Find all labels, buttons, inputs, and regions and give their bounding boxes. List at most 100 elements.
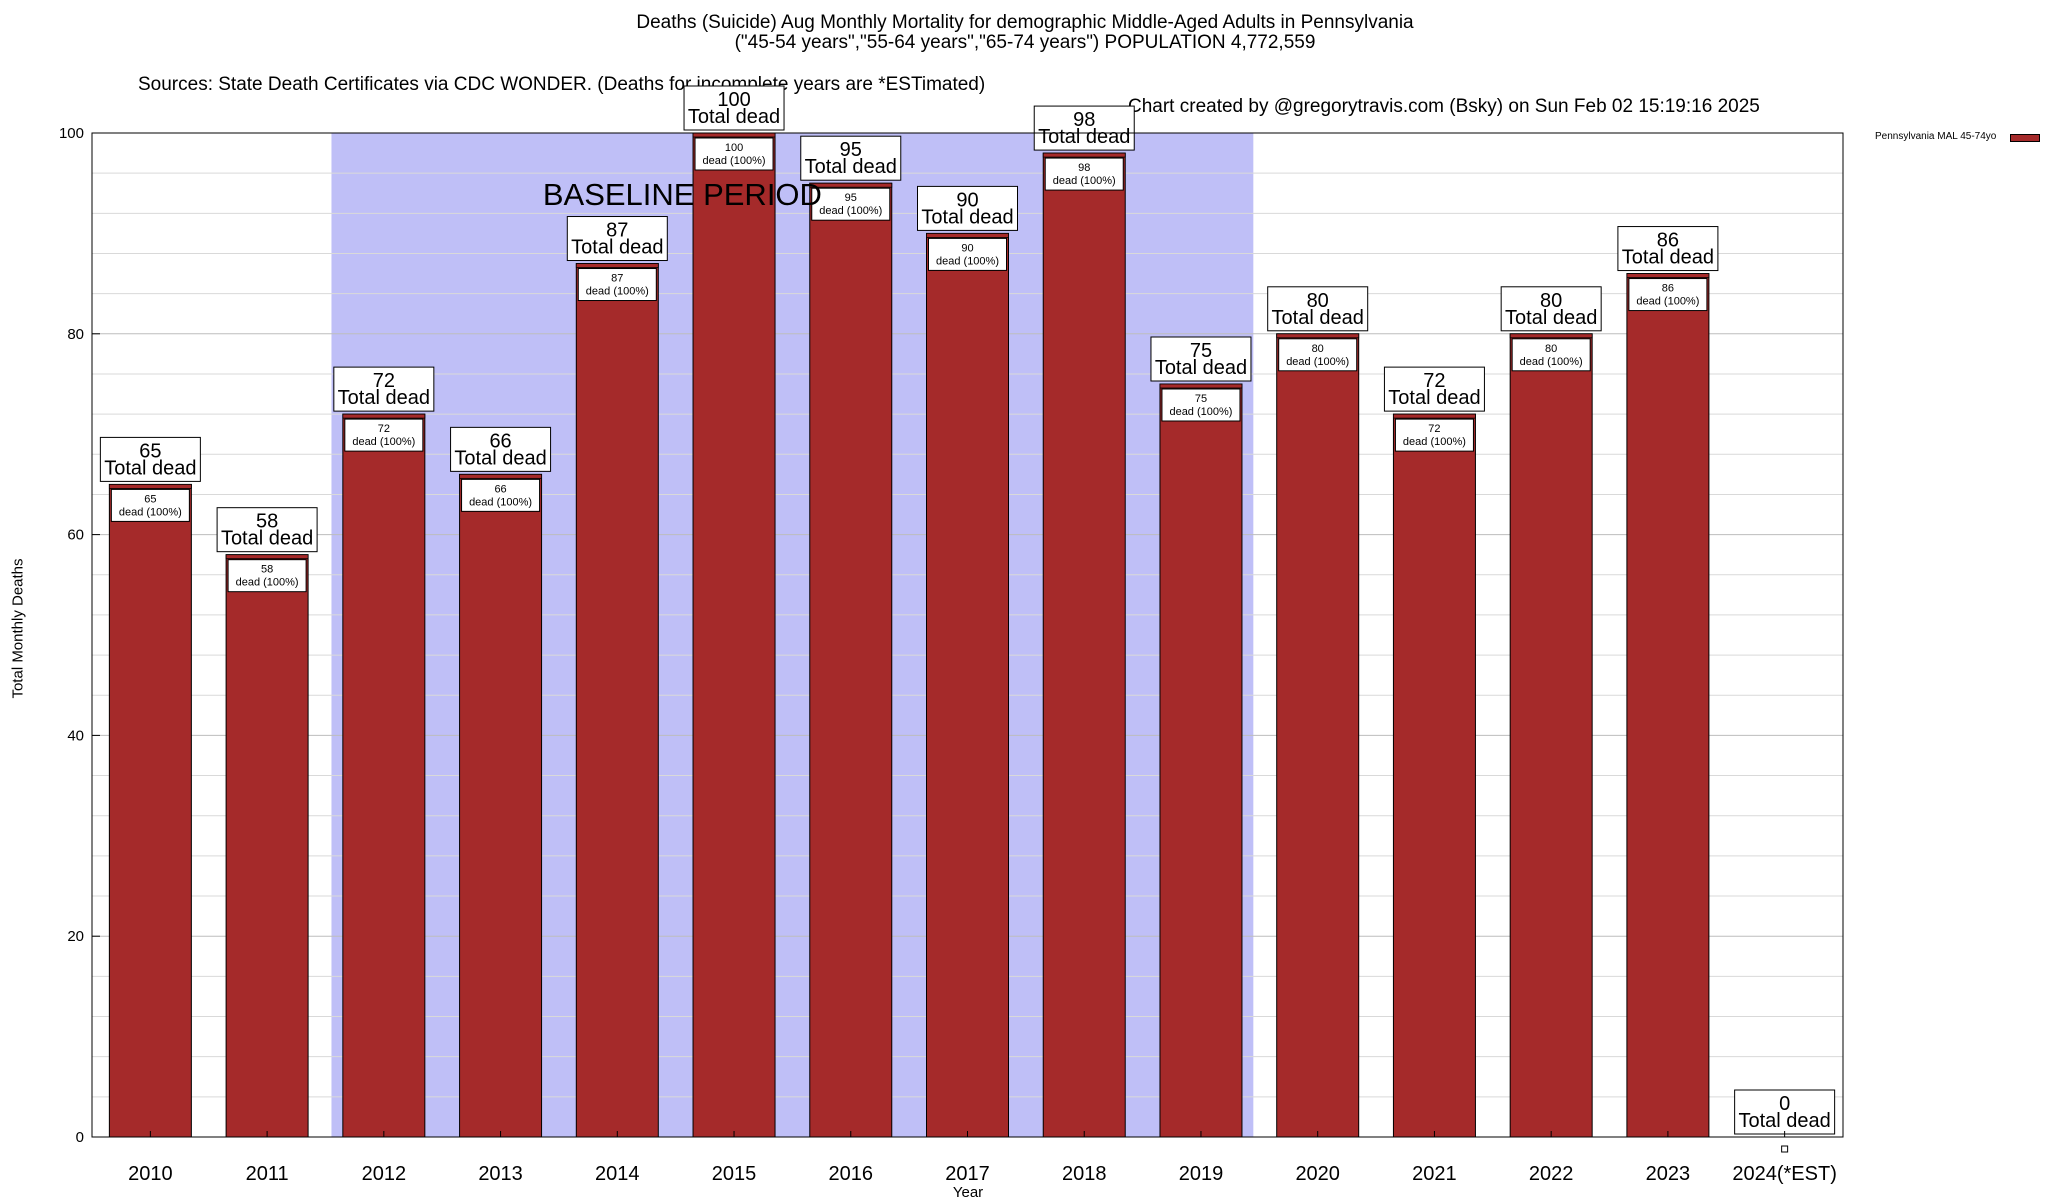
inner-pct-label: dead (100%): [1636, 296, 1699, 308]
x-tick-label: 2019: [1179, 1163, 1224, 1185]
total-dead-label: Total dead: [1038, 126, 1130, 148]
inner-pct-label: dead (100%): [1286, 356, 1349, 368]
total-value-label: 0: [1779, 1093, 1790, 1115]
total-label-box: [333, 366, 435, 412]
bar: [1159, 383, 1243, 1138]
bar-cap: [108, 483, 192, 489]
chart-subtitle: ("45-54 years","55-64 years","65-74 year…: [734, 32, 1316, 53]
inner-label-box: [1278, 338, 1358, 372]
inner-pct-label: dead (100%): [352, 436, 415, 448]
x-tick-label: 2024(*EST): [1732, 1163, 1837, 1185]
bar-cap: [1509, 333, 1593, 339]
inner-pct-label: dead (100%): [119, 506, 182, 518]
zero-marker: [1781, 1145, 1789, 1153]
total-dead-label: Total dead: [1505, 307, 1597, 329]
total-dead-label: Total dead: [104, 457, 196, 479]
total-value-label: 75: [1190, 340, 1212, 362]
total-label-box: [1617, 226, 1719, 272]
inner-value-label: 100: [725, 142, 743, 154]
inner-value-label: 90: [961, 242, 973, 254]
inner-label-box: [577, 268, 657, 302]
y-tick-label: 100: [59, 125, 84, 142]
inner-value-label: 87: [611, 273, 623, 285]
total-dead-label: Total dead: [221, 528, 313, 550]
bar: [809, 182, 893, 1138]
inner-pct-label: dead (100%): [1520, 356, 1583, 368]
inner-value-label: 98: [1078, 162, 1090, 174]
bar-cap: [459, 473, 542, 479]
total-value-label: 72: [373, 370, 395, 392]
inner-pct-label: dead (100%): [1053, 175, 1116, 187]
inner-label-box: [1628, 278, 1708, 312]
inner-label-box: [461, 478, 541, 512]
bar-cap: [225, 554, 309, 560]
bar: [459, 473, 543, 1138]
baseline-period-label: BASELINE PERIOD: [543, 177, 822, 212]
y-tick-label: 60: [67, 527, 84, 544]
total-value-label: 100: [717, 89, 750, 111]
bar: [1626, 273, 1710, 1138]
total-label-box: [1383, 366, 1485, 412]
inner-pct-label: dead (100%): [703, 155, 766, 167]
y-tick-label: 40: [67, 727, 84, 744]
bar-cap: [342, 413, 426, 419]
inner-label-box: [811, 187, 891, 221]
total-value-label: 87: [606, 220, 628, 242]
inner-label-box: [928, 237, 1007, 271]
credit-text: Chart created by @gregorytravis.com (Bsk…: [1128, 96, 1760, 117]
y-tick-label: 0: [76, 1129, 84, 1146]
total-dead-label: Total dead: [571, 237, 663, 259]
inner-value-label: 95: [845, 192, 857, 204]
total-dead-label: Total dead: [805, 156, 897, 178]
legend-label: Pennsylvania MAL 45-74yo: [1875, 131, 1997, 142]
inner-label-box: [1044, 157, 1124, 191]
total-dead-label: Total dead: [1155, 357, 1247, 379]
inner-pct-label: dead (100%): [469, 496, 532, 508]
inner-label-box: [1161, 388, 1241, 422]
bar: [926, 232, 1009, 1138]
y-tick-label: 80: [67, 326, 84, 343]
total-value-label: 86: [1657, 230, 1679, 252]
x-tick-label: 2011: [246, 1163, 289, 1185]
inner-pct-label: dead (100%): [819, 205, 882, 217]
bar-cap: [1042, 152, 1126, 158]
total-value-label: 95: [840, 139, 862, 161]
bar: [225, 554, 309, 1138]
bar-cap: [1159, 383, 1243, 389]
inner-label-box: [694, 137, 774, 171]
inner-pct-label: dead (100%): [936, 255, 999, 267]
bar-cap: [1393, 413, 1476, 419]
total-value-label: 66: [489, 430, 511, 452]
x-tick-label: 2022: [1529, 1163, 1574, 1185]
inner-pct-label: dead (100%): [1169, 406, 1232, 418]
total-value-label: 65: [139, 440, 161, 462]
x-tick-label: 2012: [362, 1163, 407, 1185]
total-dead-label: Total dead: [1388, 387, 1480, 409]
x-tick-label: 2017: [945, 1163, 990, 1185]
total-dead-label: Total dead: [921, 206, 1013, 228]
total-dead-label: Total dead: [688, 106, 780, 128]
x-tick-label: 2016: [829, 1163, 874, 1185]
inner-pct-label: dead (100%): [1403, 436, 1466, 448]
total-label-box: [1734, 1089, 1836, 1135]
total-value-label: 58: [256, 511, 278, 533]
total-dead-label: Total dead: [1622, 247, 1714, 269]
total-label-box: [1033, 105, 1135, 151]
x-tick-label: 2014: [595, 1163, 640, 1185]
inner-value-label: 72: [1428, 423, 1440, 435]
inner-label-box: [227, 559, 307, 593]
bar: [1509, 333, 1593, 1138]
total-label-box: [1500, 286, 1602, 332]
legend-swatch: [2010, 134, 2040, 142]
inner-label-box: [344, 418, 424, 452]
total-label-box: [566, 216, 668, 262]
chart-title: Deaths (Suicide) Aug Monthly Mortality f…: [636, 12, 1414, 33]
bar: [1276, 333, 1360, 1138]
bar: [342, 413, 426, 1138]
inner-value-label: 80: [1545, 343, 1557, 355]
total-label-box: [683, 85, 785, 131]
bar-cap: [1626, 273, 1710, 278]
bar-cap: [692, 132, 776, 138]
x-tick-label: 2021: [1412, 1163, 1457, 1185]
